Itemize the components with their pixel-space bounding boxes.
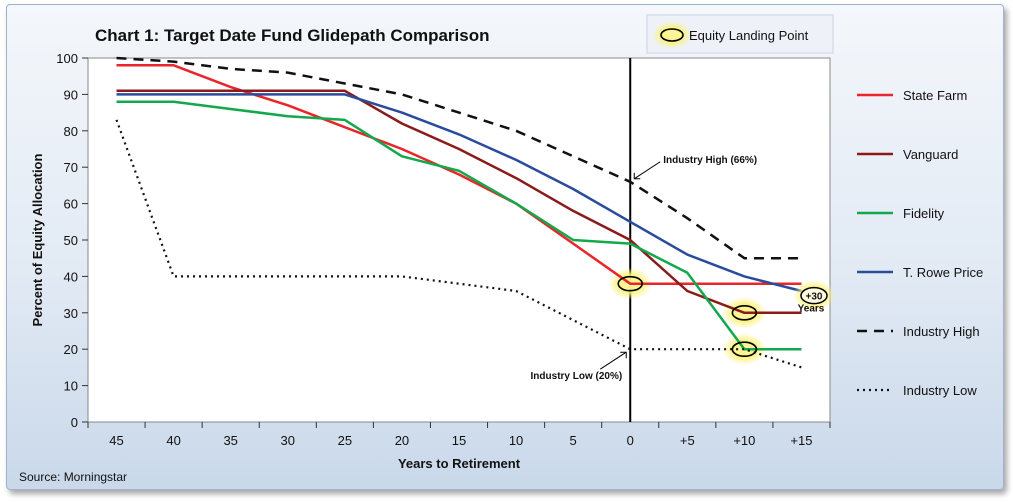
y-tick-label: 70 — [64, 160, 78, 175]
x-tick-label: +10 — [733, 433, 755, 448]
landing-legend-oval — [660, 28, 684, 42]
landing-point-oval — [731, 304, 758, 321]
y-tick-label: 80 — [64, 124, 78, 139]
x-tick-label: +5 — [680, 433, 695, 448]
plus30-oval — [800, 286, 828, 305]
series-line-industry-low — [115, 119, 802, 369]
y-tick-label: 60 — [64, 197, 78, 212]
x-tick-label: 0 — [627, 433, 634, 448]
plus30-sublabel: Years — [798, 304, 825, 315]
chart-title: Chart 1: Target Date Fund Glidepath Comp… — [95, 26, 490, 45]
y-tick-label: 0 — [71, 415, 78, 430]
legend-label: Fidelity — [903, 206, 945, 221]
annotation-arrow — [633, 161, 661, 180]
annotation-arrowhead — [633, 172, 641, 180]
annotation-industry-high: Industry High (66%) — [663, 155, 757, 166]
y-tick-label: 50 — [64, 233, 78, 248]
x-tick-label: 25 — [338, 433, 352, 448]
y-tick-label: 20 — [64, 342, 78, 357]
x-tick-label: 40 — [166, 433, 180, 448]
legend-label: Industry High — [903, 324, 980, 339]
series-line-t-rowe-price — [116, 93, 802, 293]
x-tick-label: 5 — [570, 433, 577, 448]
y-tick-label: 100 — [56, 51, 78, 66]
landing-legend-glow — [652, 21, 692, 49]
series-line-state-farm — [116, 64, 802, 285]
plus30-label: +30 — [806, 292, 823, 303]
legend-label: State Farm — [903, 88, 967, 103]
x-tick-label: 15 — [452, 433, 466, 448]
source-note: Source: Morningstar — [19, 470, 127, 484]
landing-point-oval — [731, 341, 758, 358]
y-tick-label: 10 — [64, 379, 78, 394]
annotation-industry-low: Industry Low (20%) — [531, 371, 623, 382]
legend-label: T. Rowe Price — [903, 265, 983, 280]
x-tick-label: 20 — [395, 433, 409, 448]
x-tick-label: 30 — [281, 433, 295, 448]
x-tick-label: +15 — [790, 433, 812, 448]
series-line-vanguard — [116, 89, 802, 315]
landing-legend-label: Equity Landing Point — [689, 28, 809, 43]
series-line-industry-high — [116, 56, 802, 260]
x-tick-label: 10 — [509, 433, 523, 448]
y-tick-label: 30 — [64, 306, 78, 321]
x-tick-label: 45 — [109, 433, 123, 448]
landing-point-oval — [617, 275, 644, 292]
legend-label: Industry Low — [903, 383, 977, 398]
plot-area — [87, 57, 831, 423]
annotation-arrow — [599, 351, 627, 370]
legend-label: Vanguard — [903, 147, 958, 162]
x-tick-label: 35 — [223, 433, 237, 448]
y-axis-title: Percent of Equity Allocation — [30, 154, 45, 327]
y-tick-label: 90 — [64, 87, 78, 102]
y-tick-label: 40 — [64, 269, 78, 284]
series-line-fidelity — [116, 100, 802, 351]
annotation-arrowhead — [620, 351, 627, 359]
x-axis-title: Years to Retirement — [398, 456, 521, 471]
